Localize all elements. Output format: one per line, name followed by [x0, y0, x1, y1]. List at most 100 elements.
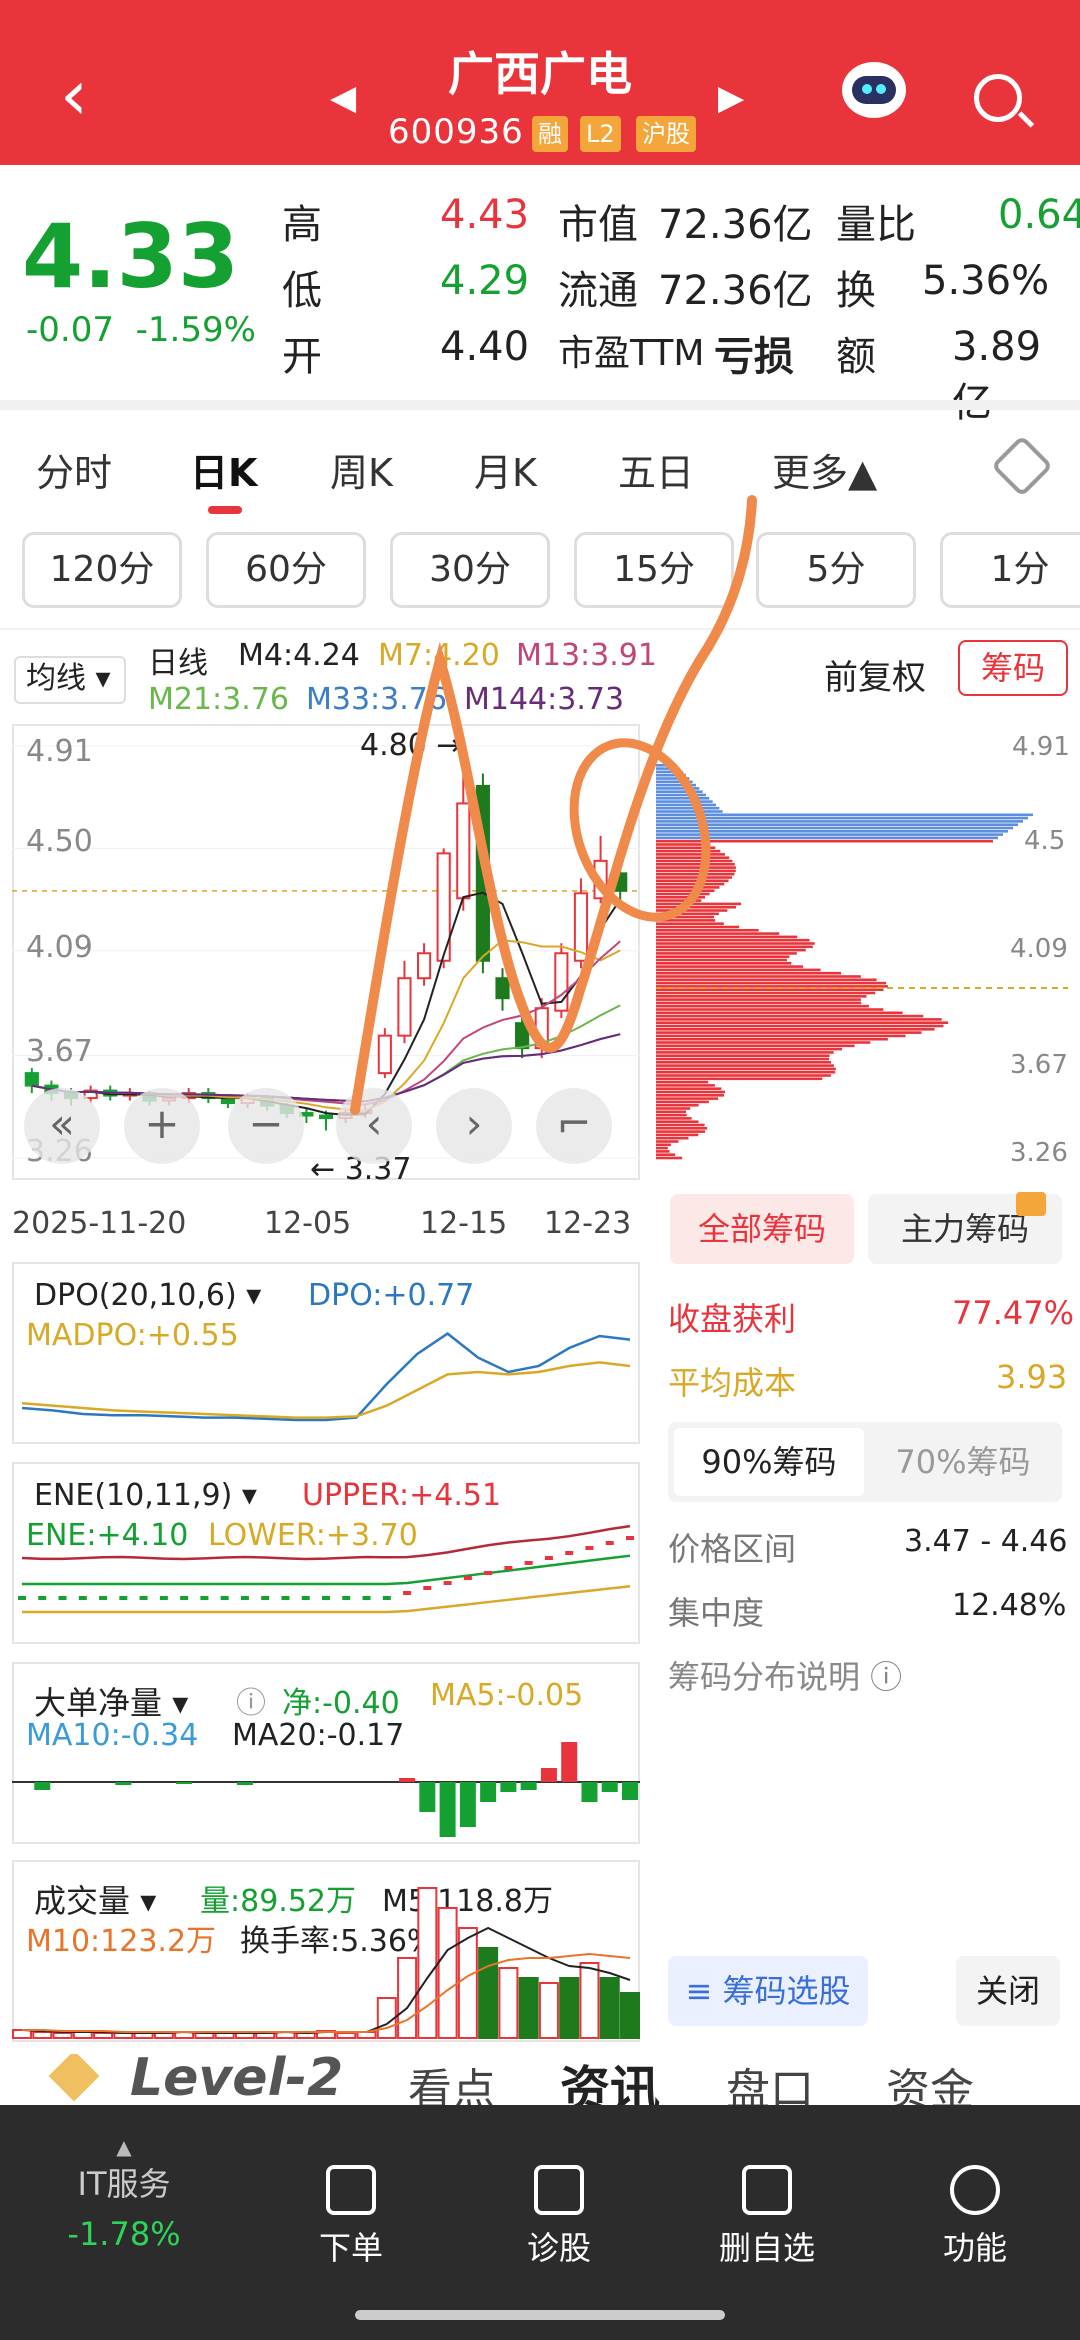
chip-bar	[656, 1120, 699, 1123]
next-stock-icon[interactable]: ▶	[718, 78, 745, 118]
ene-candle	[322, 1596, 330, 1600]
chip-y-tick: 4.91	[1012, 732, 1070, 762]
volume-value: 量:89.52万	[200, 1884, 356, 1919]
order-button[interactable]: 下单	[276, 2165, 426, 2269]
diagnose-button[interactable]: 诊股	[484, 2165, 634, 2269]
chip-bar	[656, 1024, 944, 1028]
tab-more[interactable]: 更多▲	[772, 451, 878, 495]
chip-bar	[656, 780, 693, 784]
price-range-value: 3.47 - 4.46	[904, 1524, 1068, 1559]
period-30m[interactable]: 30分	[390, 532, 550, 608]
volume-bar	[478, 1947, 499, 2039]
ene-candle	[159, 1596, 168, 1600]
volume-bar	[417, 1887, 438, 2039]
sector-change: -1.78%	[67, 2215, 181, 2253]
chip-bar	[656, 981, 886, 985]
candle-body	[24, 1072, 39, 1087]
period-60m[interactable]: 60分	[206, 532, 366, 608]
functions-button[interactable]: 功能	[900, 2165, 1050, 2269]
volume-bar	[559, 1977, 580, 2039]
settings-icon[interactable]	[990, 434, 1054, 498]
volume-bar	[32, 2031, 53, 2039]
chips-button[interactable]: 筹码	[958, 640, 1068, 696]
chip-bar	[656, 1051, 834, 1054]
sector-info[interactable]: ▲ IT服务 -1.78%	[44, 2135, 204, 2253]
pe-label: 市盈TTM	[558, 333, 705, 374]
tab-five-day[interactable]: 五日	[618, 451, 695, 495]
chip-bar	[656, 836, 998, 840]
chip-bar	[656, 1103, 699, 1107]
dpo-indicator-name[interactable]: DPO(20,10,6) ▾	[34, 1278, 262, 1313]
chip-bar	[656, 1140, 679, 1143]
chip-bar	[656, 1087, 722, 1090]
help-icon[interactable]: ⓘ	[236, 1686, 266, 1721]
chip-explain-link[interactable]: 筹码分布说明 ⓘ	[668, 1658, 903, 1696]
tab-orderbook[interactable]: 盘口	[726, 2065, 814, 2105]
tab-weekly-k[interactable]: 周K	[330, 451, 393, 495]
remove-watchlist-button[interactable]: 删自选	[692, 2165, 842, 2269]
chip-bar	[656, 1001, 862, 1005]
active-tab-indicator	[208, 506, 242, 514]
back-icon[interactable]: ‹	[60, 54, 88, 136]
tab-highlights[interactable]: 看点	[408, 2065, 496, 2105]
tab-capital[interactable]: 资金	[886, 2065, 974, 2105]
diamond-icon	[48, 2054, 100, 2102]
big-order-bar	[34, 1782, 51, 1790]
ene-candle	[342, 1596, 351, 1600]
ene-upper-value: UPPER:+4.51	[302, 1478, 502, 1513]
chip-bar	[656, 1090, 725, 1094]
period-120m[interactable]: 120分	[22, 532, 182, 608]
level2-badge: L2	[580, 116, 621, 152]
chip-bar	[656, 922, 724, 925]
scroll-right-icon[interactable]: ›	[436, 1088, 512, 1164]
kline-y-tick: 3.67	[26, 1034, 93, 1069]
period-15m[interactable]: 15分	[574, 532, 734, 608]
ma-line	[31, 940, 621, 1106]
chip-bar	[656, 816, 1028, 820]
volume-bar	[538, 1982, 559, 2039]
tab-intraday[interactable]: 分时	[36, 451, 113, 495]
chip-select-button[interactable]: ≡ 筹码选股	[668, 1956, 868, 2026]
zoom-far-left-icon[interactable]: «	[24, 1088, 100, 1164]
chip-bar	[656, 971, 842, 975]
concentration-label: 集中度	[668, 1594, 765, 1632]
ene-indicator-name[interactable]: ENE(10,11,9) ▾	[34, 1478, 257, 1513]
tab-all-chips[interactable]: 全部筹码	[670, 1194, 854, 1264]
ma-line	[31, 891, 622, 1116]
period-5m[interactable]: 5分	[756, 532, 916, 608]
candle-body	[456, 802, 471, 900]
volume-indicator-name[interactable]: 成交量 ▾	[34, 1882, 157, 1920]
tab-90-chips[interactable]: 90%筹码	[674, 1428, 864, 1496]
ma-selector[interactable]: 均线 ▾	[14, 656, 126, 704]
fullscreen-icon[interactable]: ⌐	[536, 1088, 612, 1164]
chip-bar	[656, 1150, 670, 1153]
tab-70-chips[interactable]: 70%筹码	[895, 1443, 1031, 1481]
volume-bar	[336, 2032, 357, 2039]
tab-monthly-k[interactable]: 月K	[474, 451, 537, 495]
adjust-mode[interactable]: 前复权	[824, 658, 926, 698]
zoom-out-icon[interactable]: −	[228, 1088, 304, 1164]
big-order-net-value: 净:-0.40	[282, 1686, 400, 1721]
ene-candle	[403, 1591, 412, 1595]
ene-candle	[119, 1596, 128, 1600]
functions-label: 功能	[942, 2229, 1007, 2267]
scroll-left-icon[interactable]: ‹	[336, 1088, 412, 1164]
amount-value: 3.89亿	[952, 324, 1042, 426]
lock-icon	[1016, 1192, 1046, 1216]
chip-bar	[656, 948, 806, 952]
chip-bar	[656, 985, 888, 988]
close-chips-button[interactable]: 关闭	[956, 1956, 1060, 2026]
tab-daily-k[interactable]: 日K	[190, 451, 258, 495]
tab-news[interactable]: 资讯	[560, 2061, 660, 2105]
robot-assistant-icon[interactable]	[842, 62, 906, 118]
kline-x-tick: 12-23	[544, 1206, 632, 1241]
search-icon[interactable]	[974, 74, 1022, 122]
level2-label[interactable]: Level-2	[130, 2054, 344, 2105]
prev-stock-icon[interactable]: ◀	[330, 78, 357, 118]
chip-bar	[656, 1094, 724, 1097]
big-order-indicator-name[interactable]: 大单净量 ▾	[34, 1684, 189, 1722]
dpo-panel	[12, 1262, 640, 1444]
period-1m[interactable]: 1分	[940, 532, 1080, 608]
zoom-in-icon[interactable]: +	[124, 1088, 200, 1164]
chip-bar	[656, 879, 729, 883]
